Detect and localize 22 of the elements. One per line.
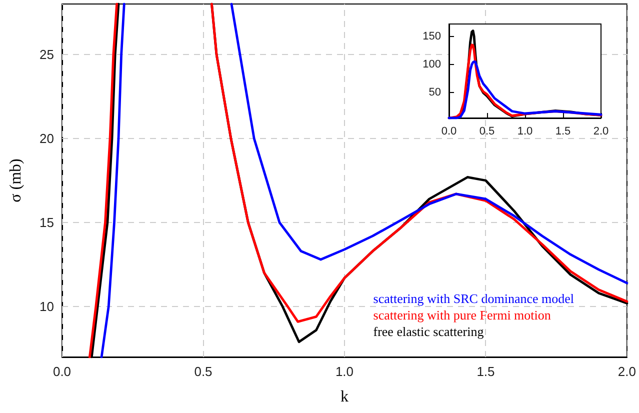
x-tick-label: 0.0 <box>52 364 72 379</box>
x-tick-label: 1.0 <box>335 364 354 379</box>
text: free elastic scattering <box>373 324 484 339</box>
x-tick-label: 0.5 <box>479 126 495 138</box>
x-tick-label: 1.0 <box>517 126 533 138</box>
x-tick-label: 1.5 <box>555 126 571 138</box>
y-tick-label: 15 <box>40 215 54 230</box>
y-tick-label: 10 <box>40 299 54 314</box>
y-tick-label: 100 <box>422 58 441 71</box>
x-tick-label: 2.0 <box>593 126 609 138</box>
x-tick-label: 0.5 <box>194 364 212 379</box>
text: scattering with pure Fermi motion <box>373 308 552 322</box>
y-tick-label: 25 <box>40 46 54 62</box>
y-tick-label: 150 <box>422 30 441 42</box>
text: scattering with SRC dominance model <box>373 291 574 306</box>
x-tick-label: 0.0 <box>441 126 457 138</box>
x-tick-label: 2.0 <box>618 364 636 379</box>
y-axis-title: σ (mb) <box>8 158 24 202</box>
y-tick-label: 20 <box>40 130 54 146</box>
x-axis-title: k <box>340 388 348 406</box>
x-tick-label: 1.5 <box>476 364 495 379</box>
y-tick-label: 50 <box>428 86 441 99</box>
